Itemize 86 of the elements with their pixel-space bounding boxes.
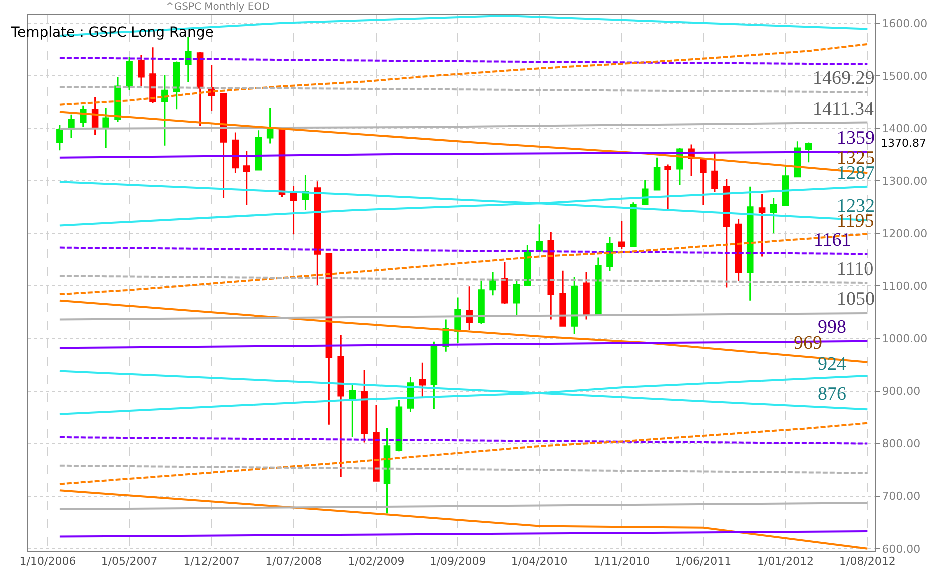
candlestick bbox=[162, 74, 168, 147]
y-tick-label: 1100.00 bbox=[882, 280, 928, 293]
candlestick bbox=[712, 152, 718, 193]
candlestick bbox=[349, 383, 356, 438]
candlestick bbox=[243, 150, 250, 206]
candlestick bbox=[138, 54, 145, 87]
candlestick bbox=[173, 61, 180, 110]
candlestick bbox=[290, 186, 298, 236]
candlestick bbox=[102, 108, 110, 150]
candlestick bbox=[68, 114, 75, 139]
y-tick-label: 1000.00 bbox=[882, 332, 928, 346]
annotation: 1359 bbox=[837, 128, 875, 149]
candlestick bbox=[419, 362, 426, 398]
candlestick bbox=[746, 186, 754, 302]
candlestick bbox=[466, 286, 473, 332]
y-tick-label: 1400.00 bbox=[882, 122, 928, 136]
candlestick bbox=[490, 271, 496, 296]
annotation: 876 bbox=[818, 384, 846, 405]
candlestick bbox=[478, 280, 485, 325]
x-tick-label: 1/11/2010 bbox=[594, 555, 650, 568]
annotation: 1469.29 bbox=[813, 68, 875, 89]
candlestick bbox=[338, 334, 344, 478]
x-tick-label: 1/02/2009 bbox=[348, 555, 405, 568]
candlestick bbox=[396, 399, 403, 452]
x-tick-label: 1/10/2006 bbox=[20, 555, 76, 568]
annotation: 998 bbox=[818, 317, 846, 338]
candlestick bbox=[302, 174, 310, 211]
x-tick-label: 1/12/2007 bbox=[184, 555, 240, 568]
candlestick bbox=[571, 276, 578, 336]
annotation: 1110 bbox=[837, 259, 874, 280]
y-tick-label: 1500.00 bbox=[882, 70, 928, 83]
candlestick bbox=[700, 158, 707, 206]
candlestick bbox=[314, 180, 322, 286]
candlestick bbox=[430, 341, 438, 410]
text: 1370.87 bbox=[881, 137, 926, 150]
candlestick bbox=[126, 56, 133, 91]
candlestick bbox=[770, 198, 778, 234]
candlestick bbox=[196, 52, 204, 128]
x-tick-label: 1/04/2010 bbox=[511, 555, 568, 568]
y-tick-label: 900.00 bbox=[882, 385, 921, 398]
candlestick bbox=[208, 64, 216, 112]
x-tick-label: 1/08/2012 bbox=[839, 555, 896, 568]
candlestick bbox=[514, 280, 520, 317]
y-tick-label: 1300.00 bbox=[882, 174, 928, 188]
annotation: 1411.34 bbox=[813, 99, 875, 120]
x-tick-label: 1/01/2012 bbox=[758, 555, 814, 568]
candlestick bbox=[232, 132, 240, 174]
y-tick-label: 700.00 bbox=[882, 490, 921, 504]
y-tick-label: 1600.00 bbox=[882, 17, 928, 30]
annotation: 924 bbox=[818, 354, 847, 375]
x-tick-label: 1/06/2011 bbox=[675, 555, 732, 568]
x-tick-label: 1/09/2009 bbox=[430, 555, 486, 568]
candlestick bbox=[618, 220, 626, 250]
candlestick bbox=[361, 369, 368, 444]
candlestick bbox=[583, 272, 590, 321]
x-tick-label: 1/05/2007 bbox=[101, 555, 158, 568]
y-tick-label: 800.00 bbox=[882, 438, 921, 451]
candlestick bbox=[220, 92, 228, 200]
candlestick bbox=[255, 130, 262, 172]
line-series bbox=[58, 490, 869, 550]
candlestick bbox=[630, 202, 637, 248]
candlestick bbox=[502, 261, 508, 305]
chart-subtitle: ^GSPC Monthly EOD bbox=[166, 2, 270, 13]
candlestick bbox=[548, 232, 555, 321]
candlestick bbox=[782, 166, 790, 206]
candlestick bbox=[595, 257, 602, 316]
candlestick bbox=[536, 224, 543, 252]
candlestick bbox=[735, 218, 742, 282]
y-tick-label: 1200.00 bbox=[882, 227, 928, 240]
candlestick bbox=[606, 236, 614, 272]
candlestick bbox=[266, 108, 274, 144]
candlestick bbox=[560, 270, 566, 328]
candlestick bbox=[654, 157, 661, 192]
candlestick bbox=[373, 404, 380, 482]
candlestick bbox=[384, 428, 391, 514]
candlestick bbox=[758, 193, 766, 258]
candlestick bbox=[92, 96, 99, 136]
candlestick bbox=[326, 252, 333, 426]
annotation: 1050 bbox=[837, 289, 875, 310]
candlestick bbox=[805, 142, 812, 164]
y-tick-label: 600.00 bbox=[882, 542, 921, 556]
x-tick-label: 1/07/2008 bbox=[266, 555, 322, 568]
line-series bbox=[58, 422, 869, 486]
candlestick bbox=[664, 164, 672, 210]
candlestick bbox=[724, 178, 730, 288]
candlestick bbox=[56, 124, 64, 152]
